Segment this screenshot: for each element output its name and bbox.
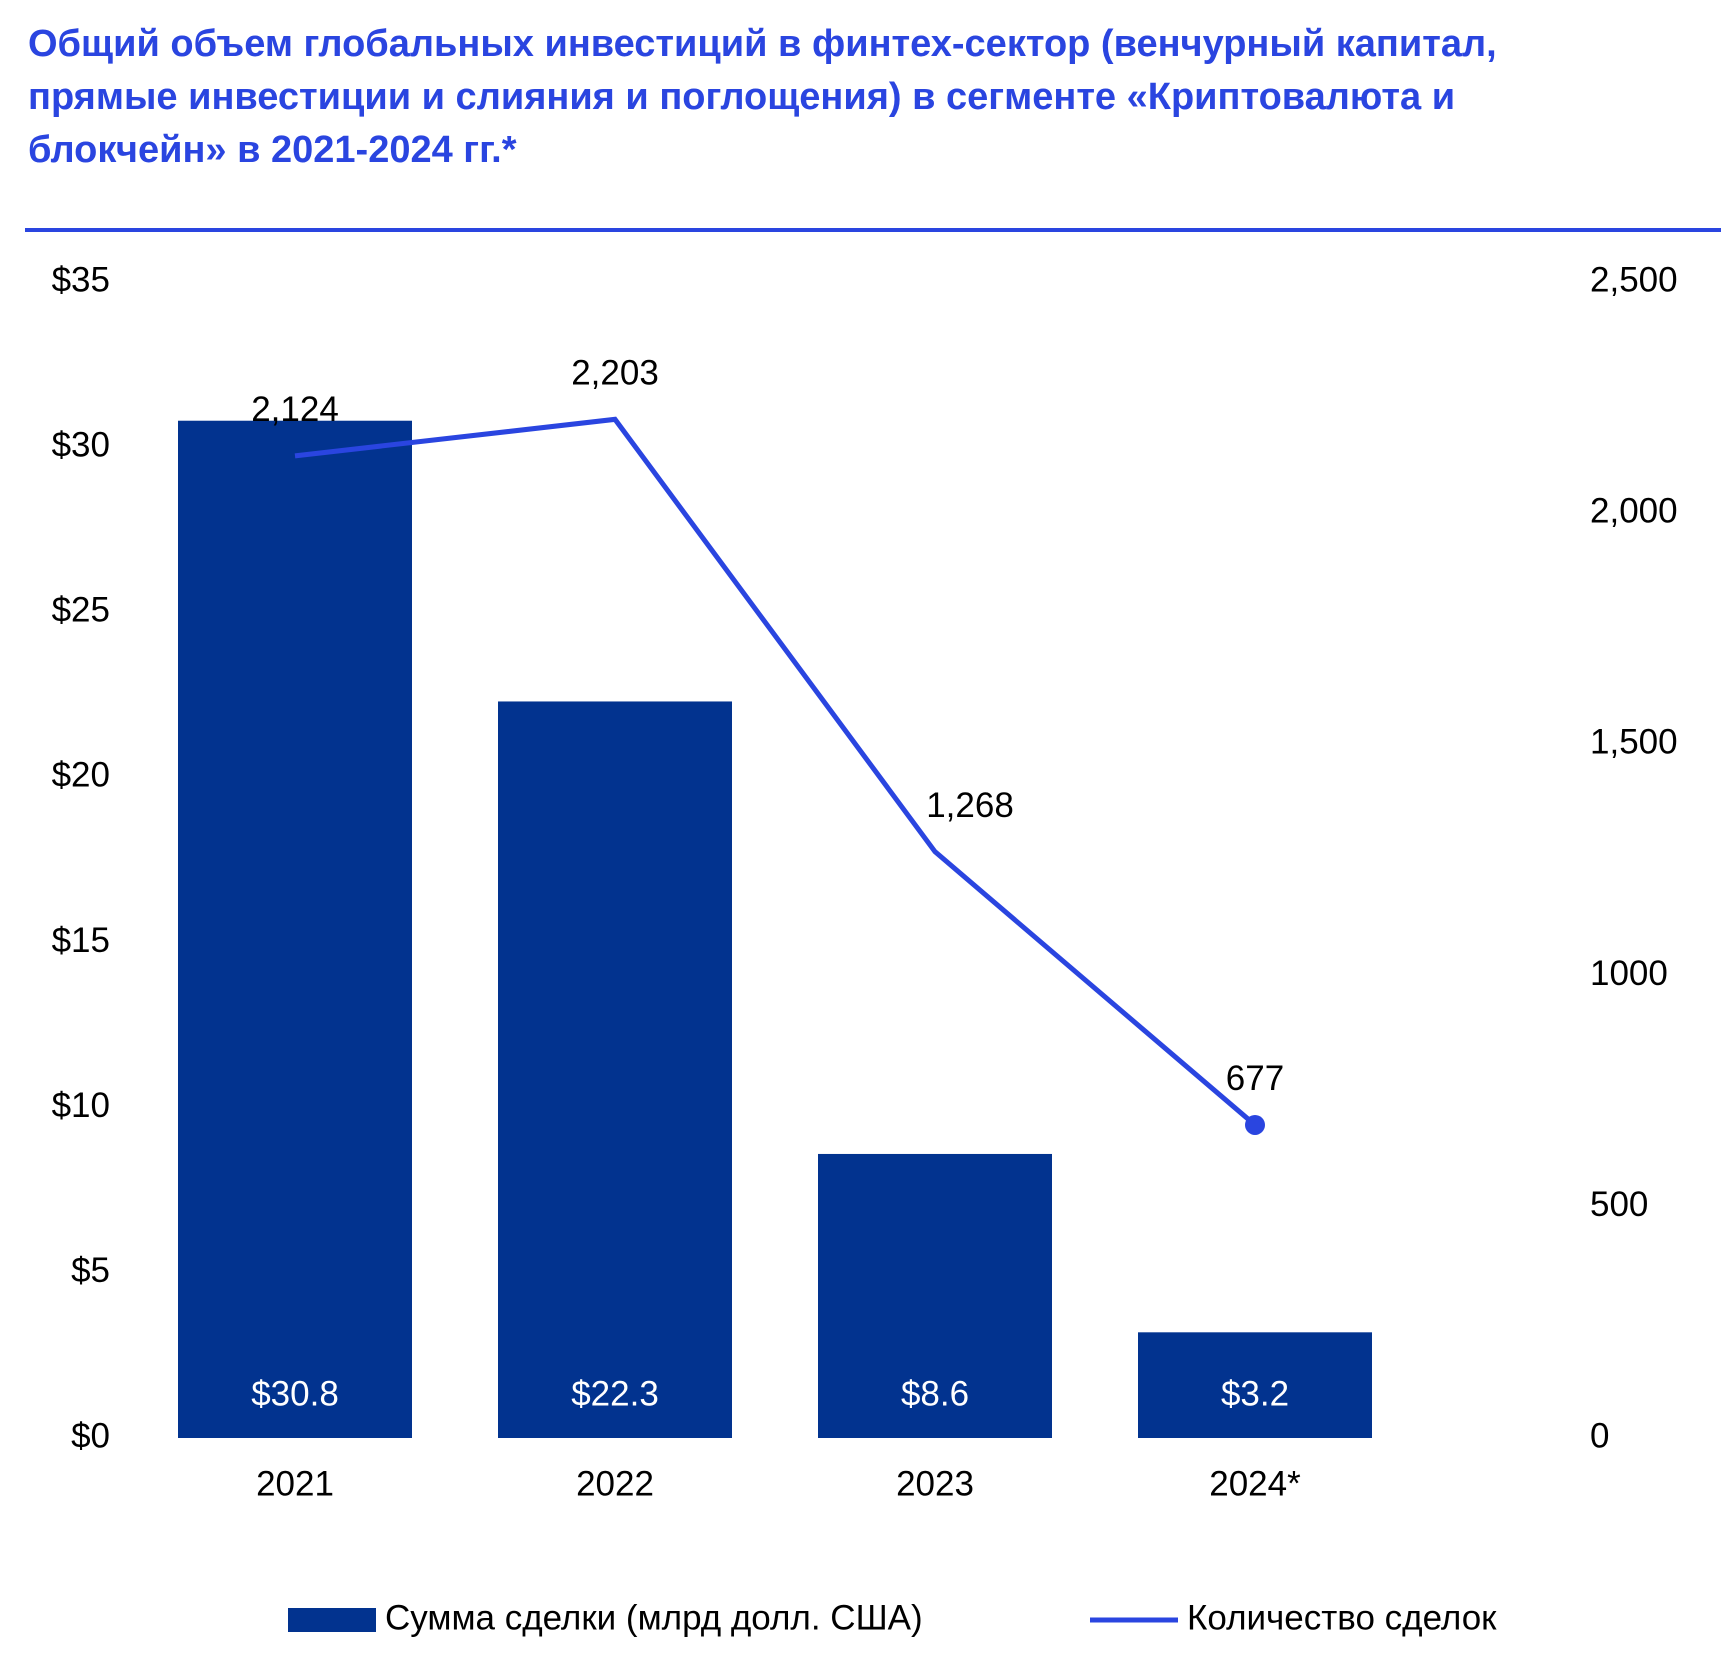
y-tick-label: $30 bbox=[52, 425, 110, 464]
y2-tick-label: 2,000 bbox=[1590, 491, 1678, 530]
bar bbox=[178, 420, 412, 1439]
x-tick-label: 2021 bbox=[256, 1464, 334, 1503]
legend-swatch bbox=[288, 1608, 376, 1632]
y-tick-label: $5 bbox=[71, 1251, 110, 1290]
line bbox=[294, 416, 1257, 1127]
y-tick-label: $25 bbox=[52, 591, 110, 630]
y2-tick-label: 1,500 bbox=[1590, 723, 1678, 762]
y2-tick-label: 500 bbox=[1590, 1185, 1648, 1224]
x-tick-label: 2023 bbox=[896, 1464, 974, 1503]
y2-tick-label: 0 bbox=[1590, 1416, 1609, 1455]
y-tick-label: $15 bbox=[52, 921, 110, 960]
y-tick-label: $35 bbox=[52, 260, 110, 299]
bar-value-label: $22.3 bbox=[571, 1374, 659, 1413]
line-value-label: 677 bbox=[1226, 1059, 1284, 1098]
line-value-label: 2,124 bbox=[251, 390, 339, 429]
bar-value-label: $8.6 bbox=[901, 1374, 969, 1413]
line-end-marker bbox=[1245, 1114, 1265, 1135]
line-value-label: 2,203 bbox=[571, 354, 659, 393]
bar bbox=[498, 701, 732, 1438]
y2-tick-label: 2,500 bbox=[1590, 260, 1678, 299]
y-tick-label: $20 bbox=[52, 756, 110, 795]
x-tick-label: 2022 bbox=[576, 1464, 654, 1503]
legend-label: Сумма сделки (млрд долл. США) bbox=[385, 1598, 923, 1637]
y2-tick-label: 1000 bbox=[1590, 954, 1668, 993]
y-tick-label: $10 bbox=[52, 1086, 110, 1125]
chart-title: Общий объем глобальных инвестиций в финт… bbox=[28, 23, 1497, 171]
y-tick-label: $0 bbox=[71, 1416, 110, 1455]
bar bbox=[1138, 1332, 1372, 1438]
x-tick-label: 2024* bbox=[1209, 1464, 1301, 1503]
legend-label: Количество сделок bbox=[1187, 1598, 1497, 1637]
line-value-label: 1,268 bbox=[926, 786, 1014, 825]
bar bbox=[818, 1153, 1052, 1438]
bar-value-label: $3.2 bbox=[1221, 1374, 1289, 1413]
bar-value-label: $30.8 bbox=[251, 1374, 339, 1413]
